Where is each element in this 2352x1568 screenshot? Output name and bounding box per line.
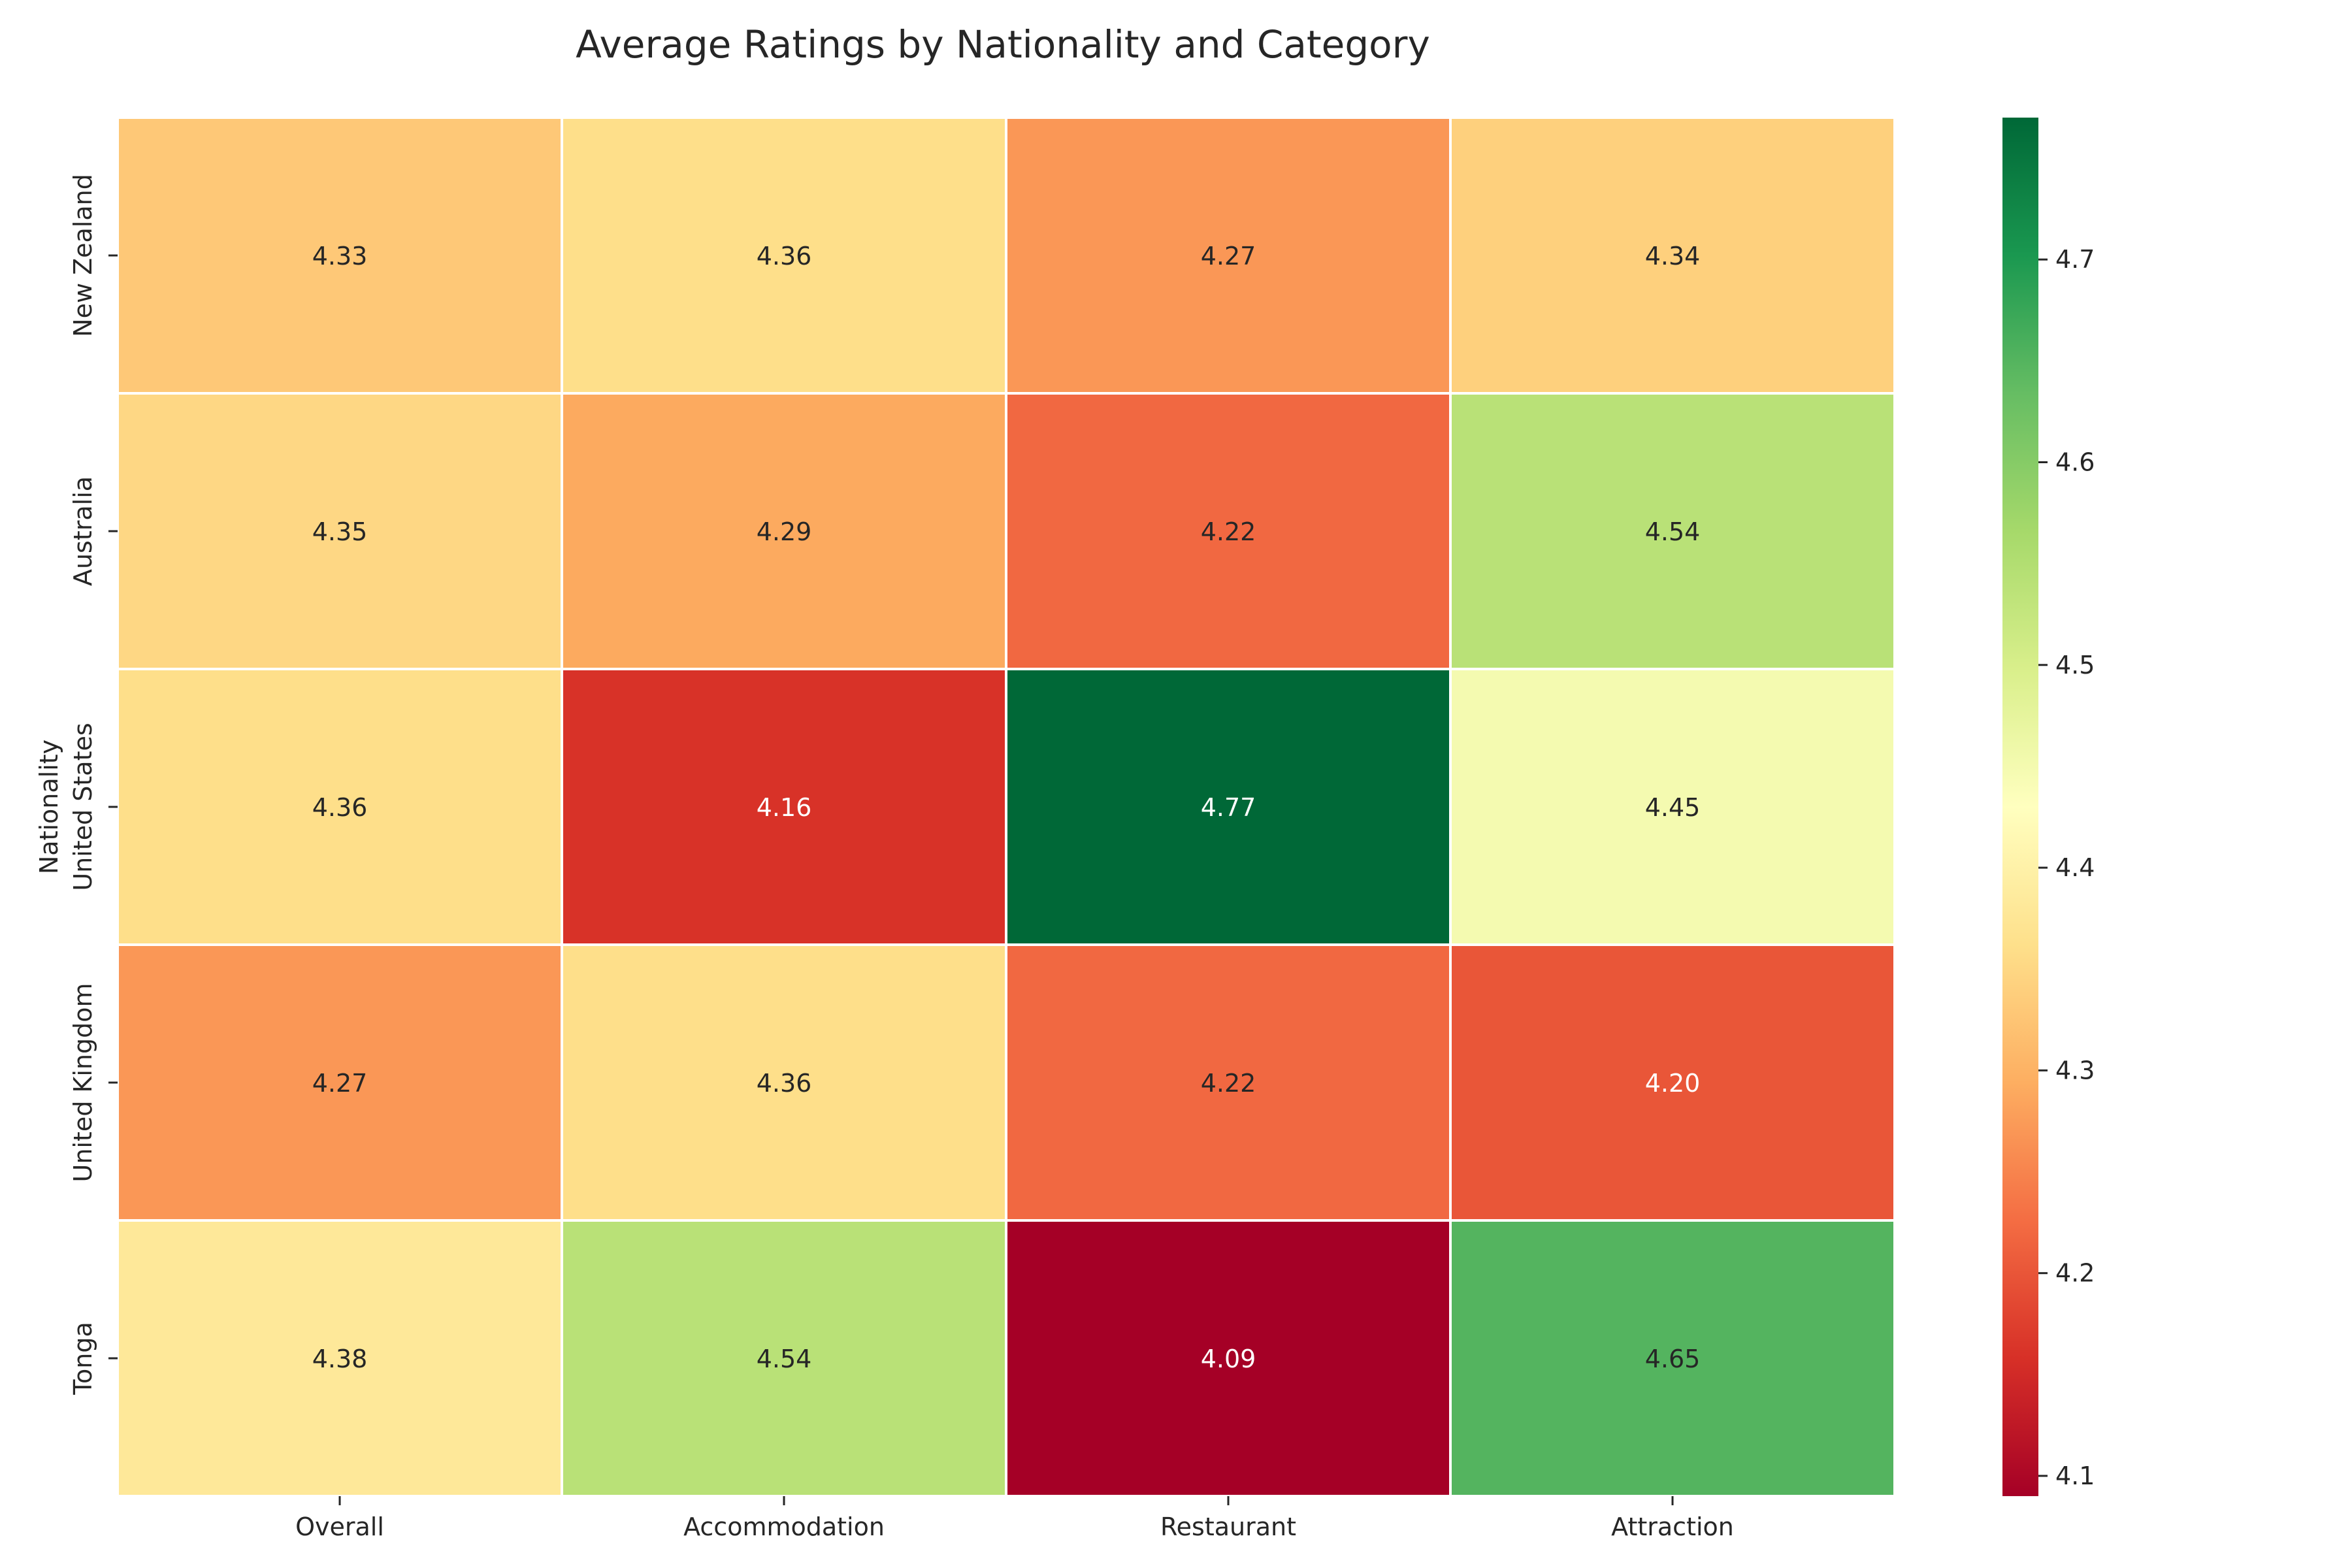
y-tick-label: New Zealand bbox=[69, 174, 97, 337]
colorbar-tick-label: 4.7 bbox=[2055, 245, 2095, 274]
x-tick-label: Overall bbox=[295, 1512, 384, 1541]
cell-value-label: 4.77 bbox=[1201, 793, 1256, 822]
colorbar-ticks: 4.1 4.2 4.3 4.4 4.5 4.6 4.7 bbox=[2038, 245, 2095, 1490]
colorbar-tick-label: 4.5 bbox=[2055, 651, 2095, 679]
cell-value-label: 4.22 bbox=[1201, 1069, 1256, 1098]
heatmap-cell bbox=[116, 1219, 563, 1497]
heatmap-cell bbox=[1005, 943, 1452, 1222]
heatmap-cell bbox=[1449, 943, 1896, 1222]
colorbar-tick-label: 4.6 bbox=[2055, 448, 2095, 477]
cell-value-label: 4.54 bbox=[1645, 517, 1701, 546]
heatmap-cell bbox=[561, 116, 1007, 395]
cell-value-label: 4.27 bbox=[1201, 242, 1256, 270]
x-axis-ticks: Overall Accommodation Restaurant Attraction bbox=[295, 1496, 1734, 1541]
cell-value-label: 4.36 bbox=[757, 1069, 812, 1098]
heatmap-cell bbox=[1005, 116, 1452, 395]
cell-value-label: 4.29 bbox=[757, 517, 812, 546]
cell-value-label: 4.34 bbox=[1645, 242, 1701, 270]
y-tick-label: Australia bbox=[69, 476, 97, 586]
heatmap-cell bbox=[116, 116, 563, 395]
x-tick-label: Attraction bbox=[1611, 1512, 1734, 1541]
y-tick-label: United States bbox=[69, 723, 97, 890]
cell-value-label: 4.22 bbox=[1201, 517, 1256, 546]
y-axis-ticks: New Zealand Australia United States United … bbox=[69, 174, 118, 1396]
heatmap-cell bbox=[1449, 668, 1896, 946]
cell-value-label: 4.65 bbox=[1645, 1345, 1701, 1373]
cell-value-label: 4.36 bbox=[757, 242, 812, 270]
heatmap-cell bbox=[561, 943, 1007, 1222]
heatmap-cell bbox=[1449, 1219, 1896, 1497]
cell-value-label: 4.38 bbox=[312, 1345, 368, 1373]
cell-value-label: 4.54 bbox=[757, 1345, 812, 1373]
y-tick-label: United Kingdom bbox=[69, 983, 97, 1182]
heatmap-cell bbox=[561, 392, 1007, 670]
y-axis-label: Nationality bbox=[35, 740, 63, 874]
cell-value-label: 4.36 bbox=[312, 793, 368, 822]
cell-value-label: 4.20 bbox=[1645, 1069, 1701, 1098]
cell-value-label: 4.35 bbox=[312, 517, 368, 546]
cell-value-label: 4.33 bbox=[312, 242, 368, 270]
heatmap-cell bbox=[561, 1219, 1007, 1497]
heatmap-cell bbox=[1005, 1219, 1452, 1497]
colorbar-tick-label: 4.2 bbox=[2055, 1259, 2095, 1288]
x-tick-label: Restaurant bbox=[1160, 1512, 1296, 1541]
cell-value-label: 4.45 bbox=[1645, 793, 1701, 822]
heatmap-cell bbox=[116, 943, 563, 1222]
chart-title: Average Ratings by Nationality and Categ… bbox=[576, 22, 1430, 67]
cell-value-label: 4.16 bbox=[757, 793, 812, 822]
heatmap-cells bbox=[116, 116, 1896, 1497]
x-tick-label: Accommodation bbox=[683, 1512, 885, 1541]
colorbar-tick-label: 4.3 bbox=[2055, 1056, 2095, 1085]
heatmap-cell bbox=[1449, 116, 1896, 395]
heatmap-cell bbox=[116, 392, 563, 670]
heatmap-cell bbox=[561, 668, 1007, 946]
colorbar-tick-label: 4.4 bbox=[2055, 853, 2095, 882]
y-tick-label: Tonga bbox=[69, 1322, 97, 1396]
colorbar-tick-label: 4.1 bbox=[2055, 1462, 2095, 1490]
cell-value-label: 4.09 bbox=[1201, 1345, 1256, 1373]
cell-annotations: 4.33 4.36 4.27 4.34 4.35 4.29 4.22 4.54 4.36 4.16… bbox=[312, 242, 1701, 1373]
colorbar bbox=[2002, 118, 2038, 1496]
heatmap-cell bbox=[1449, 392, 1896, 670]
cell-value-label: 4.27 bbox=[312, 1069, 368, 1098]
